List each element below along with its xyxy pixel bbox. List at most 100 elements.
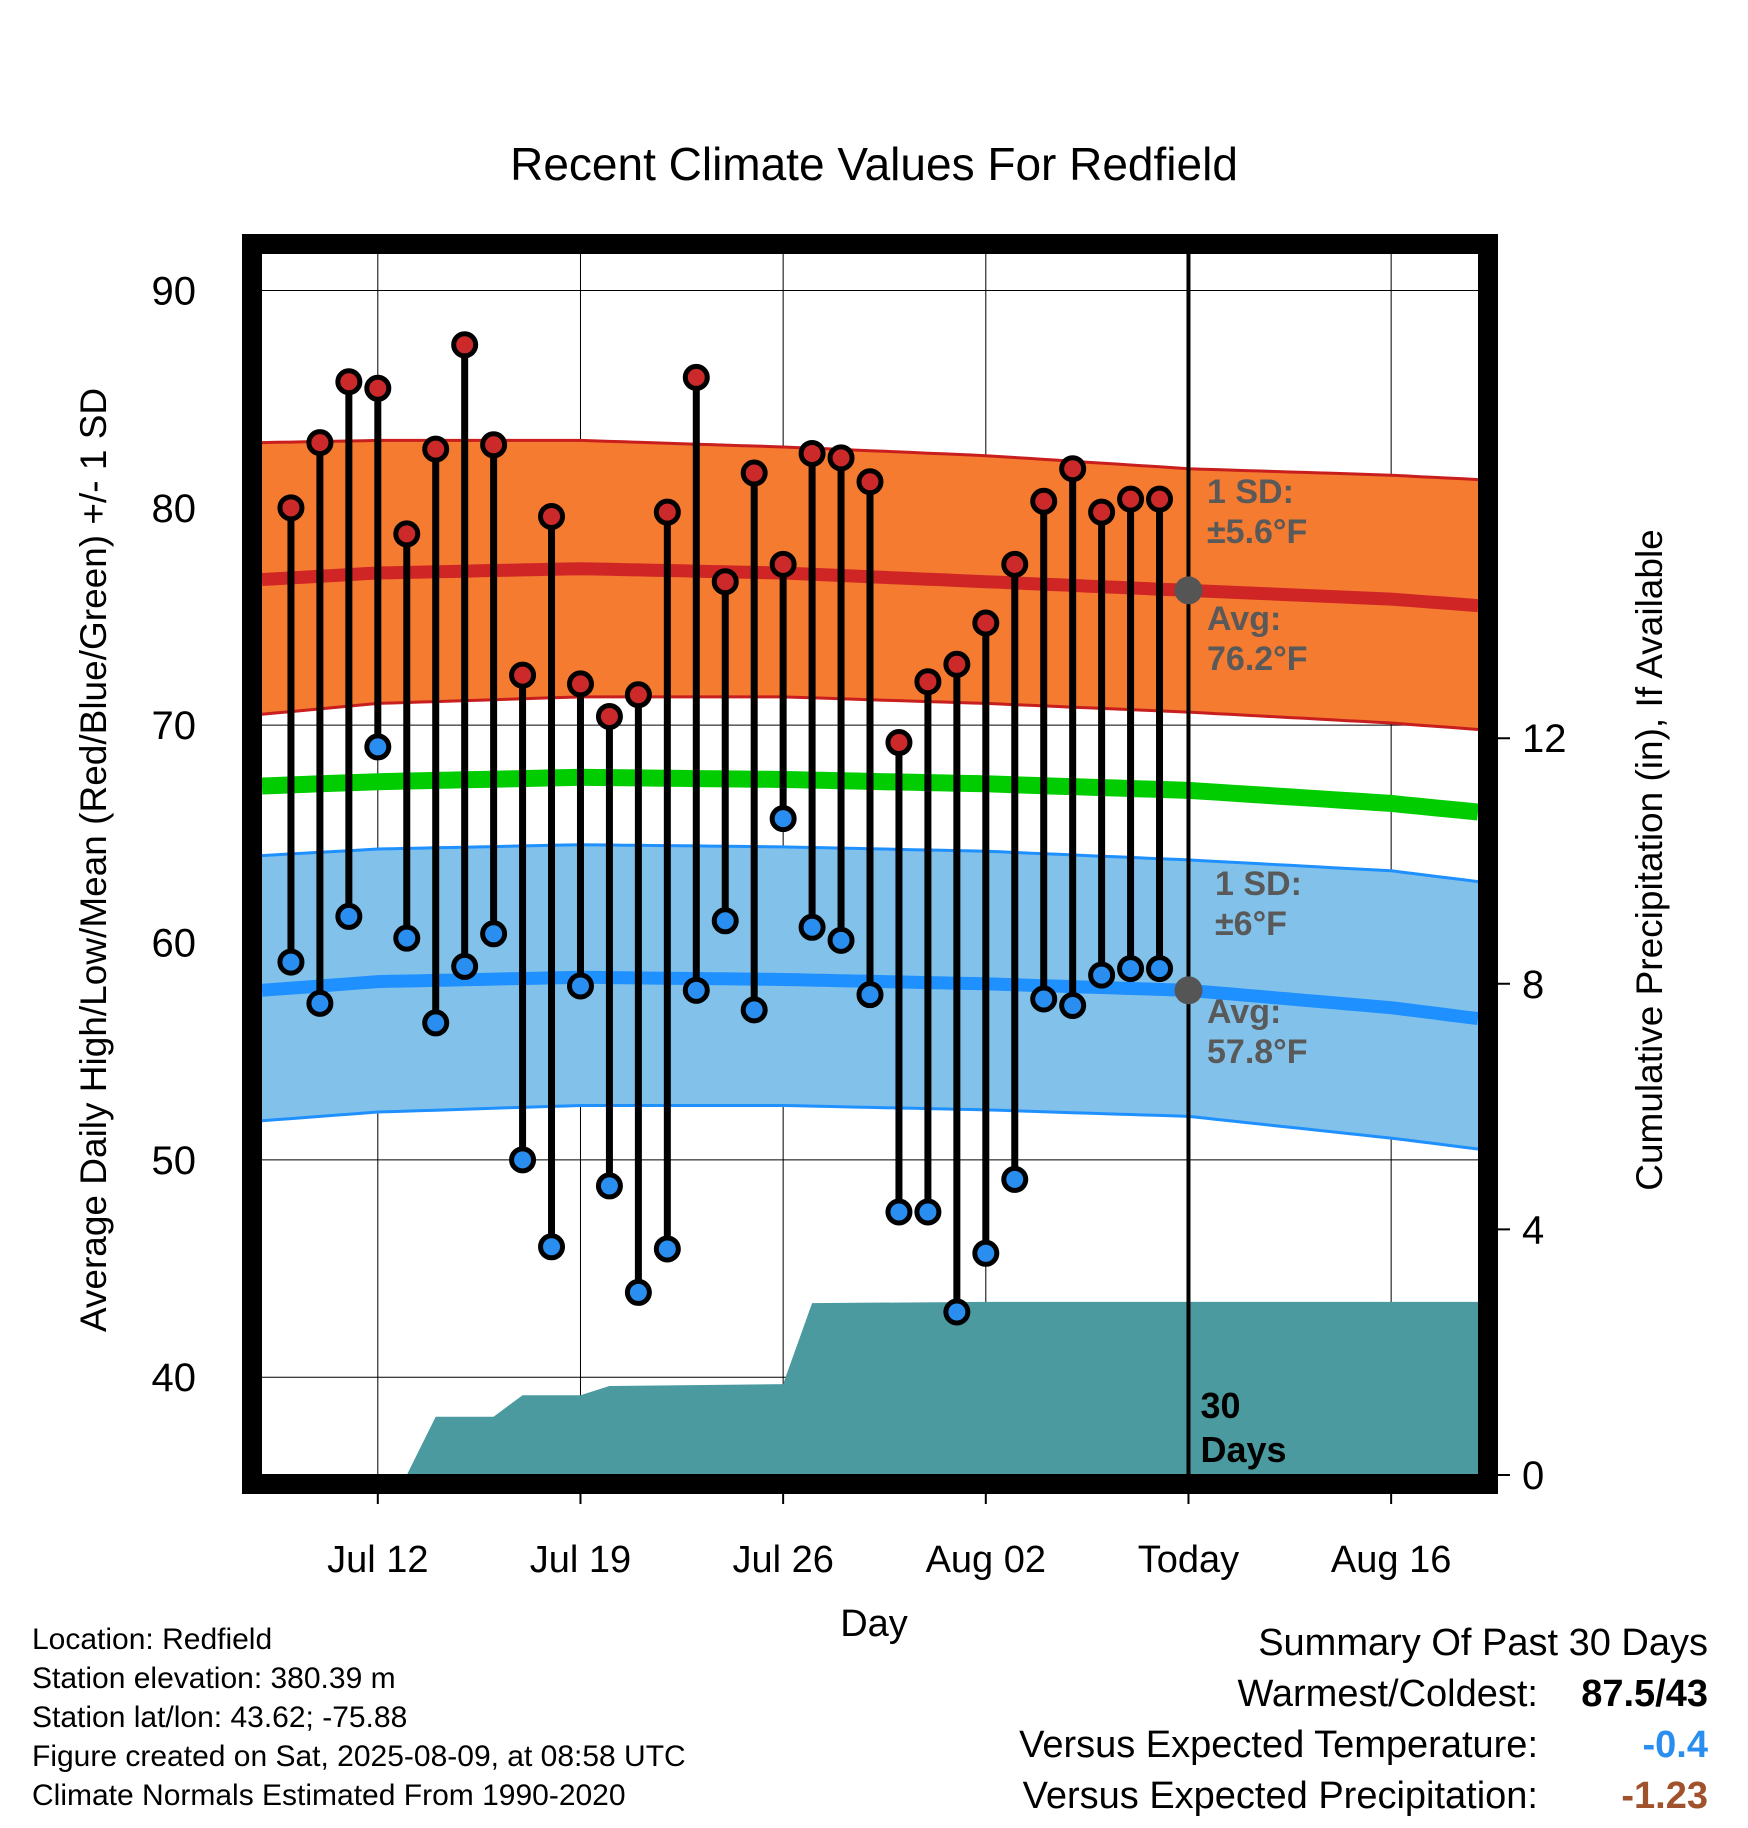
chart-title: Recent Climate Values For Redfield	[510, 138, 1238, 190]
x-axis-label: Day	[840, 1603, 908, 1645]
daily-high-point	[1146, 485, 1174, 513]
daily-high-point	[827, 444, 855, 472]
high-sd-annotation-line: 1 SD:	[1207, 473, 1294, 511]
daily-low-point	[1146, 955, 1174, 983]
daily-low-point	[422, 1009, 450, 1037]
daily-high-point	[1088, 498, 1116, 526]
daily-low-point	[914, 1198, 942, 1226]
y2-tick-label: 4	[1522, 1208, 1544, 1252]
window-label: 30 Days	[1200, 1385, 1286, 1470]
daily-low-point	[711, 907, 739, 935]
plot-frame	[242, 234, 1498, 1494]
daily-low-point	[509, 1146, 537, 1174]
daily-low-point	[538, 1233, 566, 1261]
daily-low-point	[972, 1239, 1000, 1267]
daily-low-point	[480, 920, 508, 948]
summary-precip-row: Versus Expected Precipitation: -1.23	[1019, 1771, 1708, 1822]
daily-high-point	[451, 331, 479, 359]
summary-temp-label: Versus Expected Temperature:	[1019, 1724, 1538, 1766]
precipitation-area	[262, 1301, 1478, 1475]
info-normals: Climate Normals Estimated From 1990-2020	[32, 1779, 626, 1812]
daily-high-point	[480, 431, 508, 459]
summary-precip-label: Versus Expected Precipitation:	[1022, 1775, 1538, 1817]
high-avg-annotation-line: 76.2°F	[1207, 640, 1308, 678]
daily-high-point	[364, 374, 392, 402]
daily-high-point	[653, 498, 681, 526]
high-sd-annotation-line: ±5.6°F	[1207, 513, 1307, 551]
daily-low-point	[1117, 955, 1145, 983]
daily-low-point	[798, 913, 826, 941]
summary-panel: Summary Of Past 30 Days Warmest/Coldest:…	[1019, 1618, 1708, 1822]
x-tick-label: Jul 19	[530, 1539, 631, 1581]
daily-low-point	[1088, 961, 1116, 989]
low-sd-annotation-line: 1 SD:	[1215, 865, 1302, 903]
x-tick-label: Aug 02	[926, 1539, 1046, 1581]
daily-high-point	[277, 494, 305, 522]
high-sd-annotation: 1 SD: ±5.6°F	[1207, 473, 1307, 551]
daily-low-point	[1030, 985, 1058, 1013]
y-tick-label: 70	[152, 704, 197, 748]
info-latlon: Station lat/lon: 43.62; -75.88	[32, 1701, 408, 1734]
x-tick-label: Jul 12	[327, 1539, 428, 1581]
window-label-line: 30	[1200, 1385, 1240, 1426]
x-tick-label: Jul 26	[732, 1539, 833, 1581]
station-info: Location: Redfield Station elevation: 38…	[32, 1620, 686, 1815]
daily-high-point	[972, 609, 1000, 637]
low-sd-annotation: 1 SD: ±6°F	[1215, 865, 1302, 943]
daily-low-point	[393, 924, 421, 952]
y2-axis-label: Cumulative Precipitation (in), If Availa…	[1629, 529, 1670, 1191]
daily-high-point	[509, 661, 537, 689]
daily-high-point	[740, 459, 768, 487]
y-tick-label: 50	[152, 1139, 197, 1183]
daily-low-point	[653, 1235, 681, 1263]
info-elevation: Station elevation: 380.39 m	[32, 1662, 396, 1695]
daily-high-point	[422, 435, 450, 463]
y-tick-label: 80	[152, 487, 197, 531]
daily-high-point	[682, 363, 710, 391]
y2-tick-label: 0	[1522, 1454, 1544, 1498]
daily-low-point	[566, 972, 594, 1000]
daily-high-point	[943, 650, 971, 678]
low-sd-lower-line	[262, 1104, 1478, 1151]
info-location: Location: Redfield	[32, 1623, 273, 1656]
daily-low-point	[856, 981, 884, 1009]
summary-precip-value: -1.23	[1621, 1775, 1708, 1817]
daily-high-point	[566, 670, 594, 698]
y-tick-label: 60	[152, 922, 197, 966]
daily-high-point	[856, 468, 884, 496]
window-label-line: Days	[1200, 1429, 1286, 1470]
daily-high-point	[885, 729, 913, 757]
daily-high-point	[393, 520, 421, 548]
daily-high-point	[306, 429, 334, 457]
info-created: Figure created on Sat, 2025-08-09, at 08…	[32, 1740, 686, 1773]
summary-temp-value: -0.4	[1642, 1724, 1708, 1766]
y-tick-label: 40	[152, 1356, 197, 1400]
daily-low-point	[1001, 1165, 1029, 1193]
daily-high-point	[595, 702, 623, 730]
daily-low-point	[595, 1172, 623, 1200]
summary-temp-row: Versus Expected Temperature: -0.4	[1019, 1720, 1708, 1771]
low-sd-annotation-line: ±6°F	[1215, 905, 1287, 943]
daily-low-point	[682, 976, 710, 1004]
daily-low-point	[364, 733, 392, 761]
daily-low-point	[335, 902, 363, 930]
x-tick-label: Today	[1138, 1539, 1239, 1581]
daily-low-point	[277, 948, 305, 976]
daily-high-point	[914, 668, 942, 696]
daily-high-point	[624, 681, 652, 709]
low-avg-annotation-line: 57.8°F	[1207, 1033, 1308, 1071]
summary-warmest-row: Warmest/Coldest: 87.5/43	[1019, 1669, 1708, 1720]
high-avg-annotation-line: Avg:	[1207, 600, 1281, 638]
daily-low-point	[306, 989, 334, 1017]
daily-low-point	[885, 1198, 913, 1226]
daily-low-point	[769, 805, 797, 833]
daily-high-point	[1117, 485, 1145, 513]
daily-high-point	[769, 550, 797, 578]
daily-high-point	[1001, 550, 1029, 578]
daily-high-point	[1030, 487, 1058, 515]
today-low-avg-marker	[1174, 976, 1203, 1005]
summary-title-row: Summary Of Past 30 Days	[1019, 1618, 1708, 1669]
daily-high-point	[1059, 455, 1087, 483]
